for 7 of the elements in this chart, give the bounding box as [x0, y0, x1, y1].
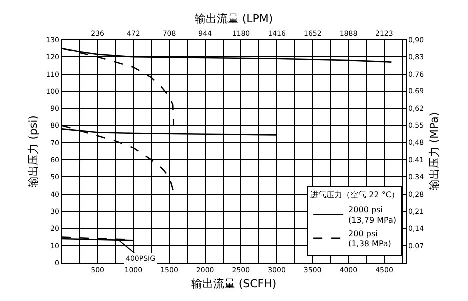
y-axis-title: 输出压力 (psi) [26, 116, 40, 188]
legend-label: 200 psi (1,38 MPa) [348, 229, 392, 249]
legend-label: 2000 psi (13,79 MPa) [348, 206, 397, 225]
legend-title: 进气压力（空气 22 °C） [310, 190, 400, 200]
x-axis-title: 输出流量 (SCFH) [191, 278, 277, 291]
y2-axis-title: 输出压力 (MPa) [428, 112, 441, 191]
x2-axis-title: 输出流量 (LPM) [194, 12, 274, 26]
